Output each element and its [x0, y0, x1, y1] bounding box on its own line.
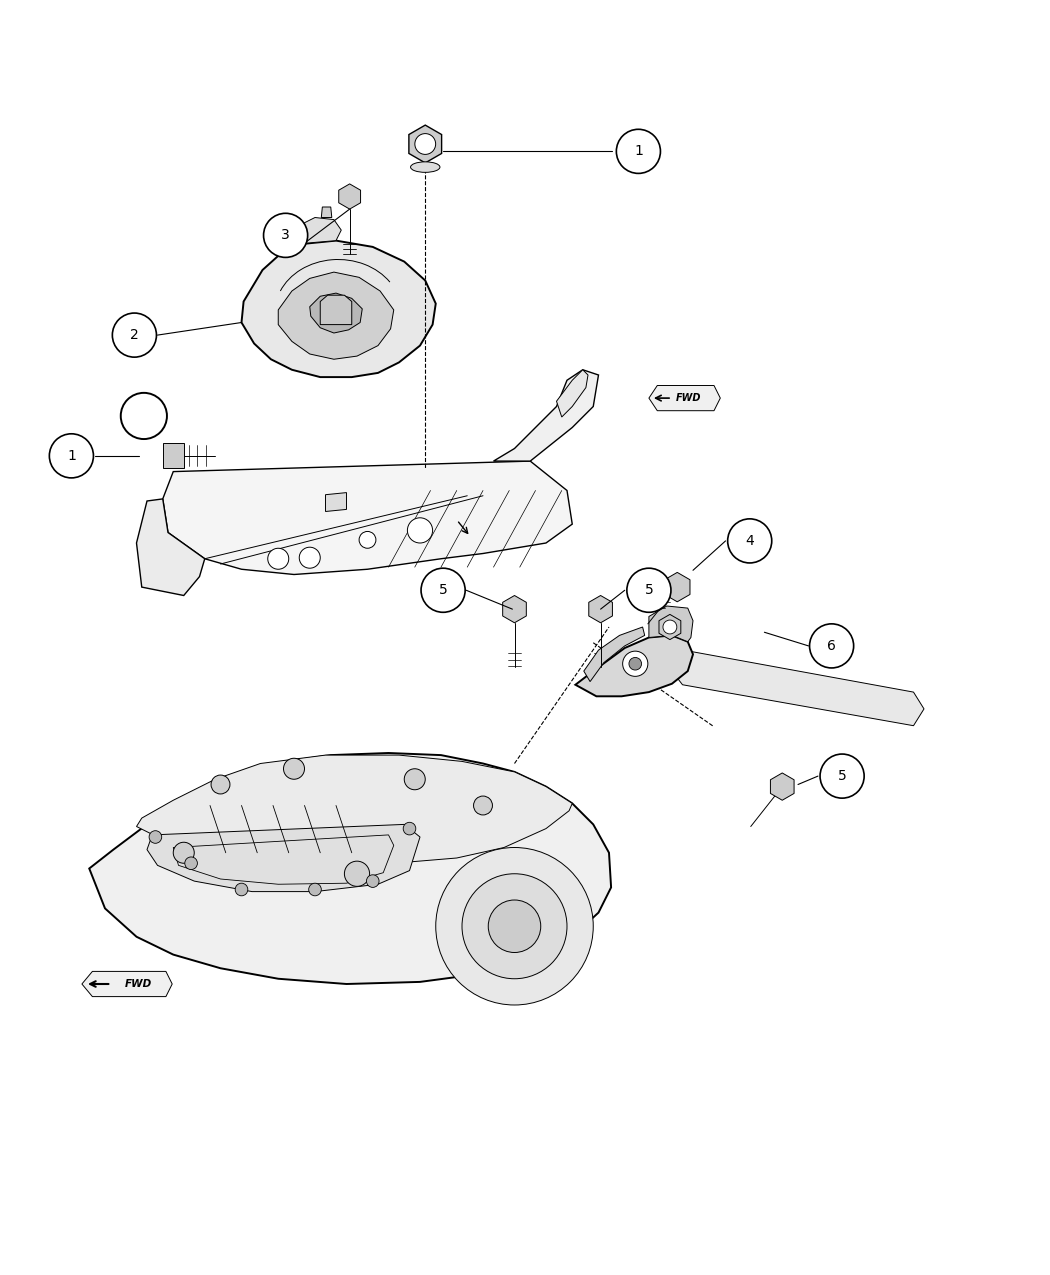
Polygon shape [339, 184, 360, 209]
Circle shape [415, 134, 436, 154]
Text: FWD: FWD [125, 979, 152, 989]
Text: 4: 4 [746, 534, 754, 548]
Circle shape [421, 569, 465, 612]
Circle shape [344, 861, 370, 886]
Circle shape [173, 843, 194, 863]
Circle shape [149, 831, 162, 843]
Text: 1: 1 [67, 449, 76, 463]
Circle shape [436, 848, 593, 1005]
Circle shape [309, 884, 321, 896]
Circle shape [185, 857, 197, 870]
Text: FWD: FWD [676, 393, 701, 403]
Circle shape [121, 393, 167, 439]
Polygon shape [494, 370, 598, 462]
Text: 6: 6 [827, 639, 836, 653]
Circle shape [49, 434, 93, 478]
Circle shape [359, 532, 376, 548]
Text: 5: 5 [439, 583, 447, 597]
Polygon shape [326, 492, 346, 511]
Polygon shape [321, 207, 332, 218]
Polygon shape [310, 293, 362, 333]
Polygon shape [242, 241, 436, 377]
Circle shape [407, 518, 433, 543]
Polygon shape [89, 754, 611, 984]
Circle shape [211, 775, 230, 794]
Polygon shape [589, 595, 612, 622]
Polygon shape [665, 572, 690, 602]
Circle shape [629, 658, 642, 671]
Text: 2: 2 [130, 328, 139, 342]
Circle shape [268, 548, 289, 569]
Circle shape [366, 875, 379, 887]
Polygon shape [503, 595, 526, 622]
Circle shape [404, 769, 425, 789]
Circle shape [264, 213, 308, 258]
Polygon shape [556, 370, 588, 417]
Circle shape [112, 314, 156, 357]
Text: 5: 5 [838, 769, 846, 783]
Polygon shape [575, 635, 693, 696]
Polygon shape [136, 499, 205, 595]
Polygon shape [163, 444, 184, 468]
Circle shape [488, 900, 541, 952]
Circle shape [462, 873, 567, 979]
Polygon shape [584, 627, 645, 682]
Circle shape [820, 754, 864, 798]
Text: 3: 3 [281, 228, 290, 242]
Ellipse shape [411, 162, 440, 172]
Polygon shape [82, 972, 172, 997]
Circle shape [284, 759, 304, 779]
Circle shape [663, 620, 677, 634]
Polygon shape [136, 755, 572, 863]
Polygon shape [771, 773, 794, 801]
Circle shape [810, 623, 854, 668]
Text: 5: 5 [645, 583, 653, 597]
Polygon shape [278, 272, 394, 360]
Polygon shape [649, 385, 720, 411]
Polygon shape [659, 615, 680, 640]
Polygon shape [147, 825, 420, 891]
Text: 1: 1 [634, 144, 643, 158]
Circle shape [616, 129, 660, 173]
Circle shape [403, 822, 416, 835]
Circle shape [235, 884, 248, 896]
Circle shape [474, 796, 492, 815]
Polygon shape [672, 648, 924, 725]
Circle shape [728, 519, 772, 564]
Circle shape [299, 547, 320, 569]
Polygon shape [649, 606, 693, 641]
Circle shape [623, 652, 648, 676]
Circle shape [627, 569, 671, 612]
Polygon shape [320, 296, 352, 325]
Polygon shape [299, 218, 341, 244]
Polygon shape [408, 125, 442, 163]
Polygon shape [163, 462, 572, 575]
